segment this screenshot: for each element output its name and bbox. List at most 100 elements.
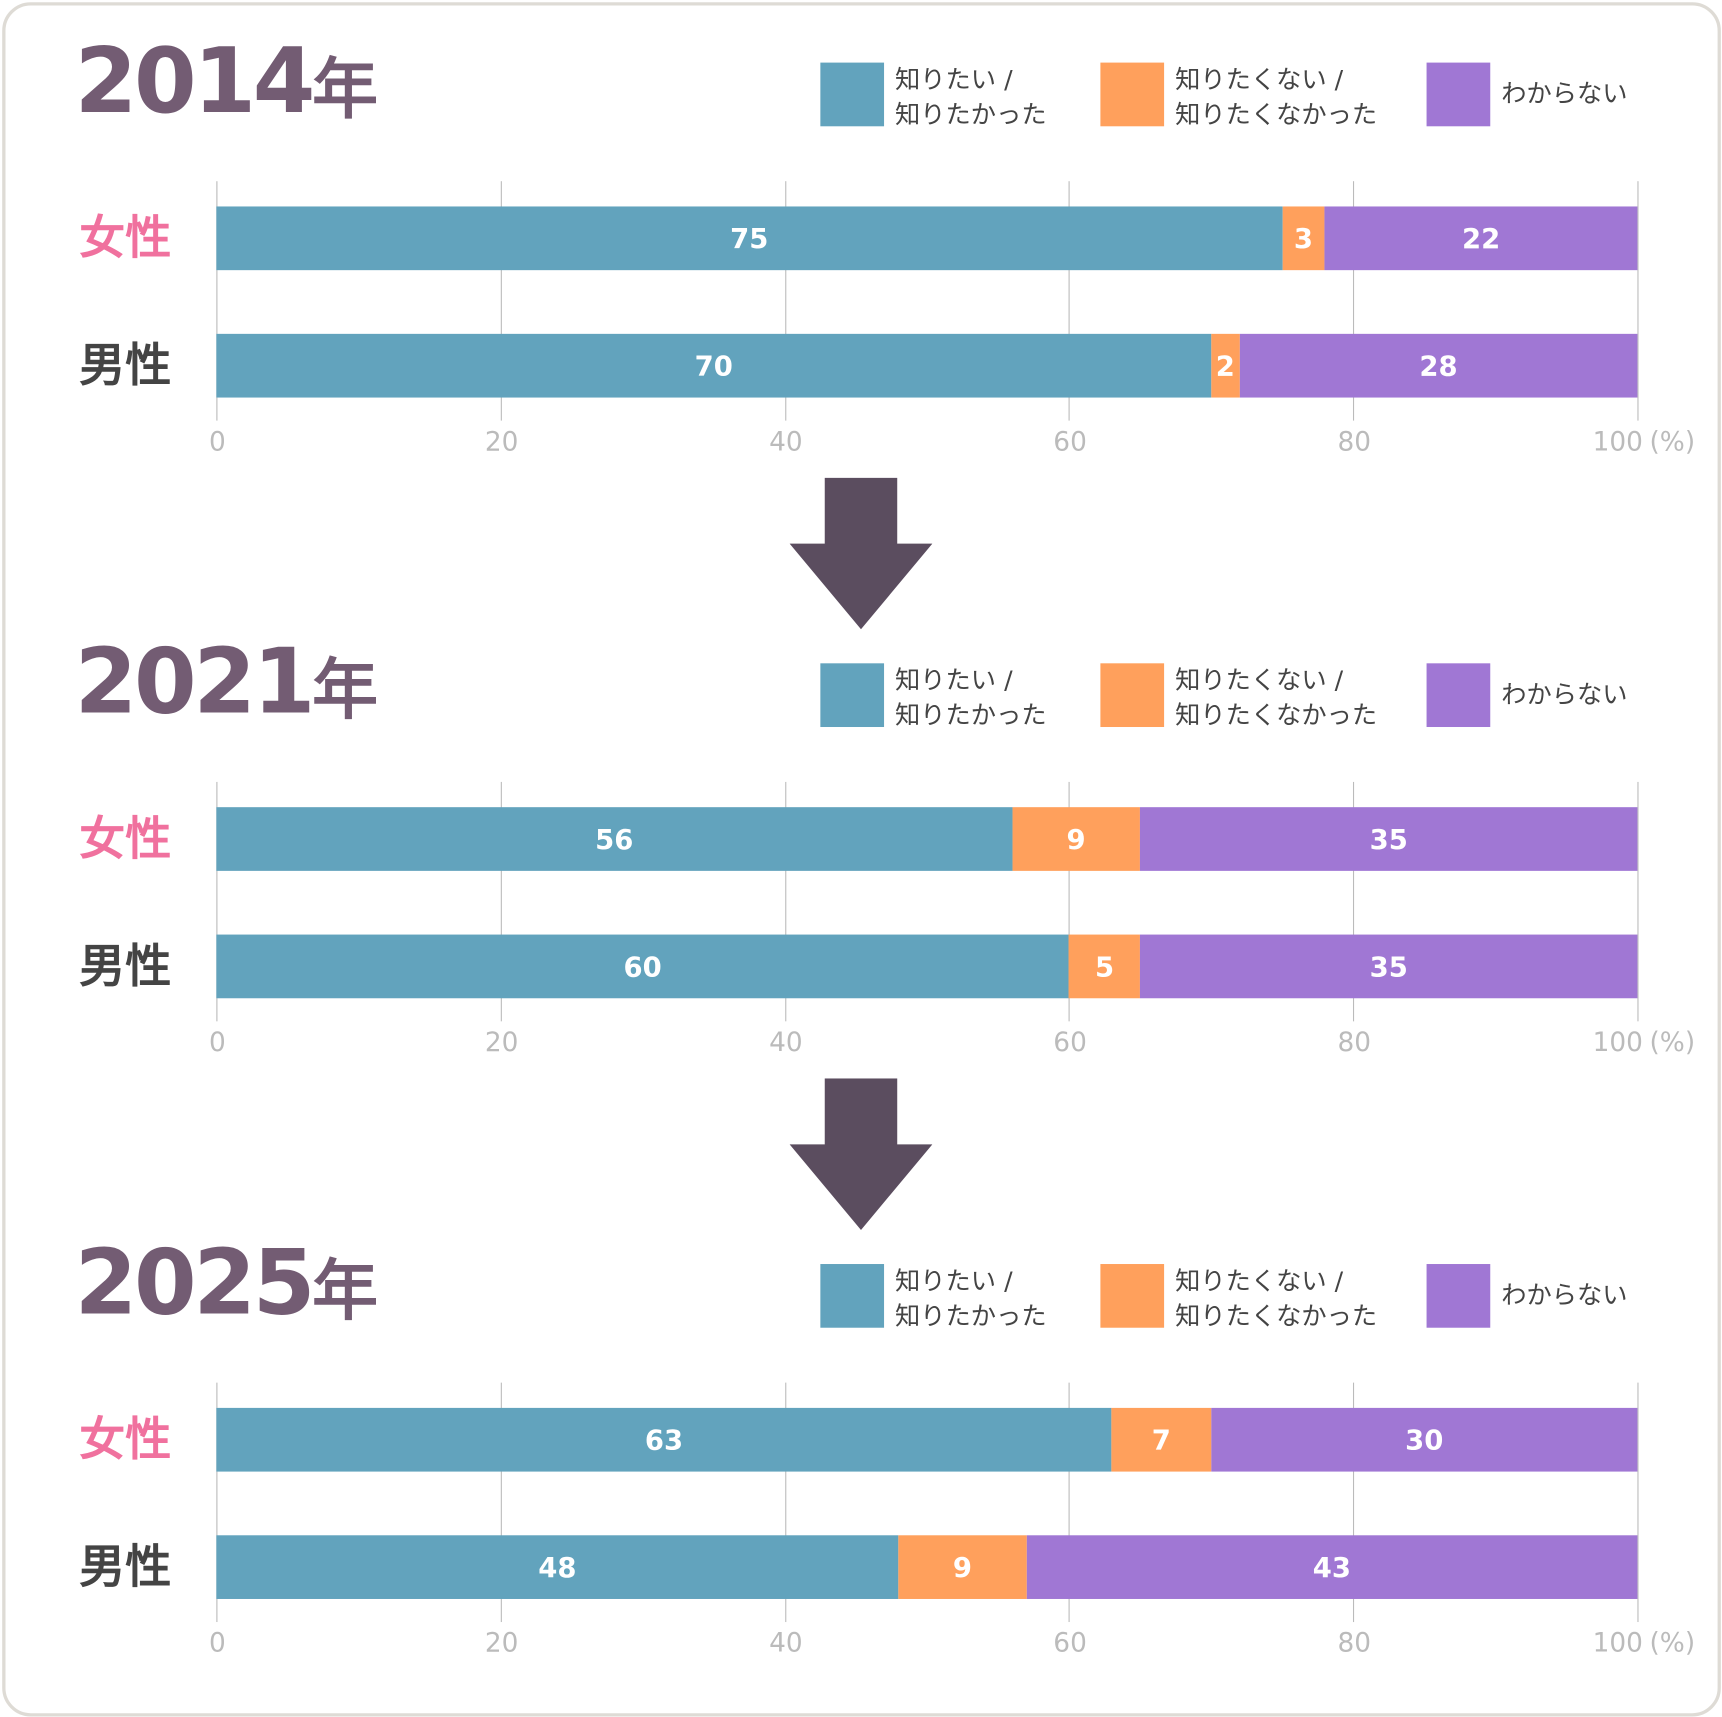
female-label: 女性 [79, 1412, 172, 1467]
legend-label: わからない [1501, 678, 1627, 713]
legend-line: 知りたくない / [1175, 666, 1344, 696]
legend-label: わからない [1501, 77, 1627, 112]
gridline [216, 181, 218, 421]
female-label: 女性 [79, 811, 172, 866]
bar-segment: 22 [1324, 206, 1638, 271]
gridline [1068, 781, 1071, 1022]
legend-line: 知りたくない / [1175, 1267, 1344, 1296]
x-tick-label: 20 [484, 1026, 519, 1058]
x-unit-label: (%) [1649, 1026, 1696, 1058]
legend-line: 知りたかった [895, 101, 1047, 130]
legend-label: 知りたい / 知りたかった [895, 1264, 1047, 1334]
gridline [216, 1382, 218, 1623]
legend-line: わからない [1501, 1281, 1628, 1311]
bar-segment: 43 [1026, 1535, 1638, 1599]
gridline [216, 781, 218, 1022]
legend-line: 知りたい / [895, 666, 1013, 696]
legend-line: 知りたくなかった [1175, 1302, 1378, 1332]
gridline [500, 181, 502, 421]
year-number: 2014 [74, 29, 316, 134]
x-tick-label: 40 [769, 1026, 803, 1058]
legend-line: 知りたかった [895, 1302, 1047, 1332]
x-unit-label: (%) [1649, 426, 1696, 457]
year-suffix: 年 [312, 1253, 379, 1330]
bar-segment: 3 [1282, 206, 1325, 271]
year-suffix: 年 [312, 652, 379, 730]
bar-segment: 48 [216, 1535, 899, 1599]
legend-label: わからない [1501, 1278, 1627, 1313]
legend-line: 知りたくない / [1175, 65, 1344, 95]
down-arrow-icon [789, 477, 933, 630]
legend-line: 知りたくなかった [1175, 701, 1378, 731]
legend-line: 知りたくなかった [1175, 101, 1378, 130]
chart-section-2021: 2021年 知りたい / 知りたかった 知りたくない / 知りたくなかった わからない 0 2… [0, 601, 1722, 1230]
year-title: 2021年 [75, 638, 378, 728]
bar-segment: 5 [1068, 934, 1141, 999]
bar-segment: 9 [898, 1535, 1027, 1599]
bar-segment: 60 [216, 934, 1069, 999]
chart-section-2025: 2025年 知りたい / 知りたかった 知りたくない / 知りたくなかった わからない 0 2… [0, 1201, 1722, 1706]
x-unit-label: (%) [1649, 1627, 1696, 1659]
year-number: 2025 [74, 1231, 316, 1336]
gridline [1353, 1382, 1355, 1623]
legend-label: 知りたくない / 知りたくなかった [1175, 63, 1377, 133]
legend-swatch [1426, 663, 1491, 728]
bar-segment: 30 [1211, 1407, 1638, 1472]
bar-segment: 9 [1012, 807, 1141, 871]
legend-swatch [1100, 1264, 1165, 1328]
gridline [1637, 181, 1639, 421]
legend-swatch [820, 62, 885, 127]
legend-line: 知りたい / [895, 65, 1013, 95]
bar-segment: 75 [216, 206, 1283, 271]
bar-segment: 56 [216, 807, 1013, 871]
gridline [1637, 781, 1639, 1022]
gridline [1068, 181, 1071, 421]
legend-label: 知りたくない / 知りたくなかった [1175, 1264, 1377, 1334]
x-tick-label: 0 [209, 426, 226, 457]
x-tick-label: 60 [1053, 1627, 1087, 1659]
legend-swatch [1426, 62, 1491, 127]
gridline [500, 781, 502, 1022]
gridline [500, 1382, 502, 1623]
male-label: 男性 [79, 1539, 172, 1594]
gridline [1353, 781, 1355, 1022]
gridline [784, 1382, 786, 1623]
female-label: 女性 [79, 210, 172, 265]
bar-segment: 28 [1239, 333, 1638, 398]
x-tick-label: 80 [1337, 426, 1372, 457]
bar-segment: 7 [1111, 1407, 1212, 1472]
bar-segment: 70 [216, 333, 1212, 398]
legend-line: 知りたい / [895, 1267, 1013, 1296]
down-arrow-icon [789, 1078, 933, 1230]
x-tick-label: 20 [484, 426, 519, 457]
x-tick-label: 40 [769, 426, 803, 457]
x-tick-label: 80 [1337, 1627, 1372, 1659]
bar-segment: 35 [1140, 807, 1638, 871]
x-tick-label: 60 [1053, 1026, 1087, 1058]
legend-swatch [1100, 663, 1165, 728]
legend-swatch [1426, 1264, 1491, 1328]
x-tick-label: 60 [1053, 426, 1087, 457]
legend-swatch [1100, 62, 1165, 127]
legend-swatch [820, 663, 885, 728]
legend-line: わからない [1501, 680, 1628, 710]
male-label: 男性 [79, 938, 172, 993]
gridline [784, 181, 786, 421]
gridline [784, 781, 786, 1022]
x-tick-label: 0 [209, 1627, 226, 1659]
year-title: 2025年 [75, 1238, 379, 1330]
x-tick-label: 80 [1337, 1026, 1372, 1058]
legend-label: 知りたい / 知りたかった [895, 663, 1047, 733]
bar-segment: 63 [216, 1407, 1112, 1472]
x-tick-label: 100 [1592, 1627, 1643, 1659]
gridline [1637, 1382, 1639, 1623]
legend-swatch [820, 1264, 885, 1328]
legend-label: 知りたくない / 知りたくなかった [1175, 663, 1377, 733]
legend-line: 知りたかった [895, 701, 1047, 731]
gridline [1068, 1382, 1071, 1623]
x-tick-label: 0 [209, 1026, 226, 1058]
x-tick-label: 20 [484, 1627, 519, 1659]
x-tick-label: 40 [769, 1627, 803, 1659]
gridline [1353, 181, 1355, 421]
